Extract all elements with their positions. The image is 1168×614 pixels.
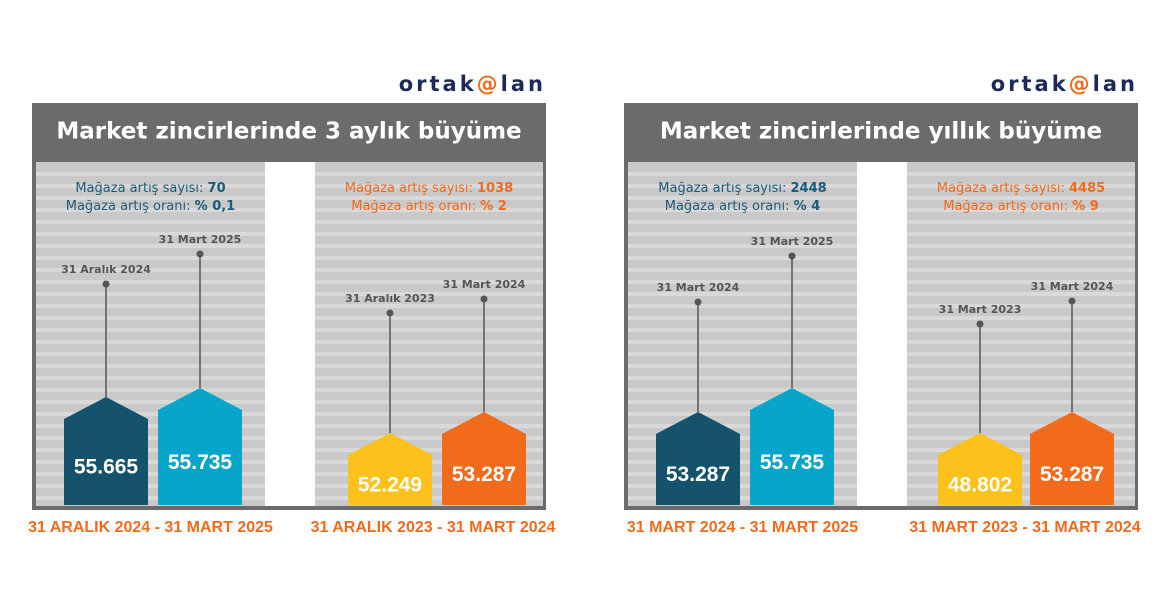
stat-label: Mağaza artış oranı:	[66, 199, 191, 214]
pin-dot	[976, 320, 984, 328]
panel-title: Market zincirlerinde 3 aylık büyüme	[56, 119, 521, 145]
pin-dot	[196, 250, 204, 258]
date-label: 31 Aralık 2023	[345, 292, 435, 305]
house-value: 55.665	[74, 456, 139, 479]
house	[158, 388, 242, 505]
house	[656, 412, 740, 505]
logo-text: ortak	[991, 72, 1069, 96]
house	[348, 433, 432, 505]
stat-line: Mağaza artış oranı: % 2	[351, 199, 507, 214]
stat-line: Mağaza artış oranı: % 9	[943, 199, 1099, 214]
stat-label: Mağaza artış oranı:	[943, 199, 1068, 214]
logo-mark: @	[1069, 72, 1093, 96]
date-label: 31 Aralık 2024	[61, 263, 151, 276]
stat-label: Mağaza artış sayısı:	[937, 181, 1065, 196]
date-label: 31 Mart 2024	[443, 278, 526, 291]
house-value: 53.287	[1040, 463, 1104, 486]
logo-text: ortak	[399, 72, 477, 96]
house-value: 52.249	[358, 474, 422, 497]
date-label: 31 Mart 2025	[159, 233, 242, 246]
pin-dot	[386, 309, 394, 317]
stat-line: Mağaza artış oranı: % 0,1	[66, 199, 235, 214]
house	[938, 433, 1022, 505]
stat-line: Mağaza artış sayısı: 70	[75, 181, 225, 196]
stat-line: Mağaza artış oranı: % 4	[665, 199, 821, 214]
period-label: 31 ARALIK 2024 - 31 MART 2025	[28, 519, 273, 536]
house	[1030, 412, 1114, 505]
date-label: 31 Mart 2023	[939, 303, 1022, 316]
period-label: 31 MART 2024 - 31 MART 2025	[627, 519, 858, 536]
date-label: 31 Mart 2024	[657, 281, 740, 294]
panel: ortak@lan Market zincirlerinde 3 aylık bü…	[28, 72, 555, 536]
stat-line: Mağaza artış sayısı: 4485	[937, 181, 1105, 196]
house	[442, 412, 526, 505]
stat-value: 4485	[1069, 181, 1105, 196]
stat-label: Mağaza artış sayısı:	[658, 181, 786, 196]
house-value: 48.802	[948, 474, 1012, 497]
gap	[857, 162, 907, 506]
logo: ortak@lan	[991, 72, 1138, 96]
logo-text: lan	[501, 72, 546, 96]
house	[750, 388, 834, 505]
logo: ortak@lan	[399, 72, 546, 96]
pin-dot	[1068, 297, 1076, 305]
date-label: 31 Mart 2024	[1031, 280, 1114, 293]
stat-value: 1038	[477, 181, 513, 196]
stat-value: 70	[208, 181, 226, 196]
stat-value: % 9	[1072, 199, 1099, 214]
stat-value: 2448	[791, 181, 827, 196]
period-label: 31 MART 2023 - 31 MART 2024	[909, 519, 1140, 536]
panel-title: Market zincirlerinde yıllık büyüme	[660, 119, 1102, 145]
stat-value: % 2	[480, 199, 507, 214]
stat-value: % 0,1	[195, 199, 236, 214]
stat-label: Mağaza artış oranı:	[351, 199, 476, 214]
stat-line: Mağaza artış sayısı: 1038	[345, 181, 513, 196]
pin-dot	[788, 252, 796, 260]
pin-dot	[694, 298, 702, 306]
stat-line: Mağaza artış sayısı: 2448	[658, 181, 826, 196]
house-value: 53.287	[666, 463, 730, 486]
date-label: 31 Mart 2025	[751, 235, 834, 248]
stat-label: Mağaza artış sayısı:	[75, 181, 203, 196]
logo-text: lan	[1093, 72, 1138, 96]
period-label: 31 ARALIK 2023 - 31 MART 2024	[311, 519, 556, 536]
house-value: 55.735	[760, 451, 825, 474]
logo-mark: @	[477, 72, 501, 96]
pin-dot	[102, 280, 110, 288]
pin-dot	[480, 295, 488, 303]
panel: ortak@lan Market zincirlerinde yıllık büy…	[624, 72, 1141, 536]
stat-label: Mağaza artış oranı:	[665, 199, 790, 214]
stat-value: % 4	[794, 199, 821, 214]
stat-label: Mağaza artış sayısı:	[345, 181, 473, 196]
house	[64, 397, 148, 505]
house-value: 53.287	[452, 463, 516, 486]
house-value: 55.735	[168, 451, 233, 474]
gap	[265, 162, 315, 506]
